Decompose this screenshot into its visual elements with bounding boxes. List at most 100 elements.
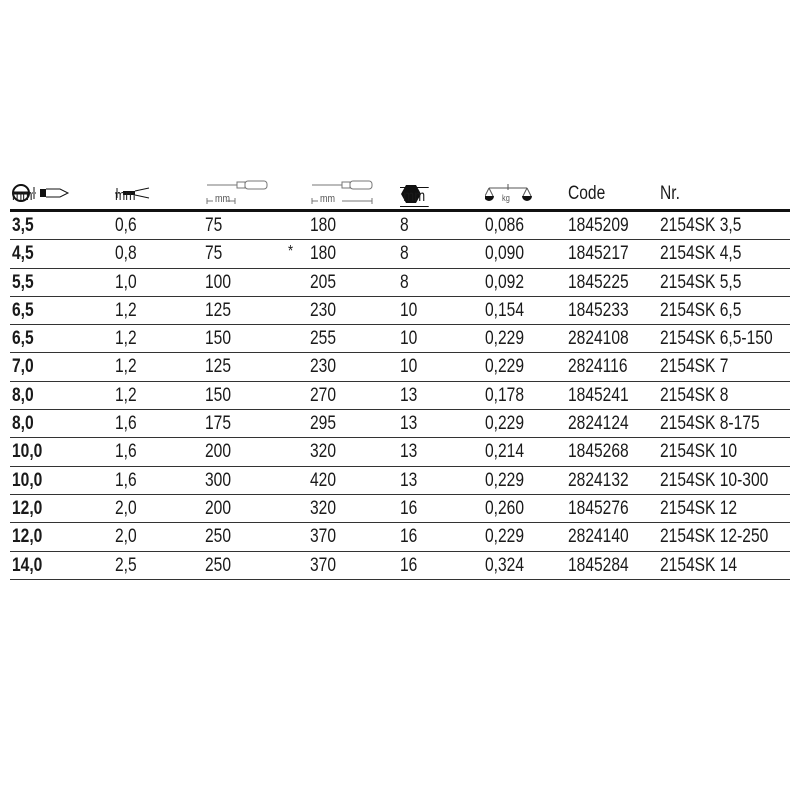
- weight-cell: 0,229: [485, 356, 524, 378]
- total-length-cell: 370: [310, 554, 336, 576]
- blade-length-cell: 100: [205, 271, 231, 293]
- hex-size-cell: 16: [400, 497, 418, 519]
- table-row: 14,0 2,5 250 370 16 0,324 1845284 2154SK 14: [10, 552, 790, 580]
- hex-size-cell: 8: [400, 243, 409, 265]
- tip-thickness-cell: 1,6: [115, 441, 137, 463]
- tip-width-cell: 10,0: [12, 469, 43, 491]
- tip-width-cell: 7,0: [12, 356, 34, 378]
- total-length-cell: 370: [310, 526, 336, 548]
- article-number-cell: 2154SK 12-250: [660, 526, 769, 548]
- blade-length-cell: 150: [205, 384, 231, 406]
- hex-size-cell: 13: [400, 413, 418, 435]
- article-number-cell: 2154SK 14: [660, 554, 738, 576]
- table-row: 12,0 2,0 250 370 16 0,229 2824140 2154SK 12-250: [10, 523, 790, 552]
- tip-thickness-cell: 0,6: [115, 215, 137, 236]
- hex-size-cell: 10: [400, 328, 418, 350]
- total-length-icon: [311, 180, 373, 204]
- hex-size-cell: 16: [400, 526, 418, 548]
- weight-cell: 0,092: [485, 271, 524, 293]
- tip-thickness-cell: 1,2: [115, 384, 137, 406]
- table-row: 6,5 1,2 150 255 10 0,229 2824108 2154SK 6,5-150: [10, 325, 790, 354]
- table-row: 4,5 0,8 75 * 180 8 0,090 1845217 2154SK 4,5: [10, 240, 790, 269]
- hex-size-cell: 8: [400, 271, 409, 293]
- table-row: 7,0 1,2 125 230 10 0,229 2824116 2154SK 7: [10, 353, 790, 382]
- weight-cell: 0,324: [485, 554, 524, 576]
- tip-thickness-cell: 2,0: [115, 526, 137, 548]
- unit-label: mm: [115, 187, 136, 204]
- hex-size-cell: 10: [400, 299, 418, 321]
- weight-cell: 0,229: [485, 328, 524, 350]
- tip-width-cell: 10,0: [12, 441, 43, 463]
- hex-size-cell: 13: [400, 441, 418, 463]
- tip-width-cell: 12,0: [12, 526, 43, 548]
- tip-width-cell: 5,5: [12, 271, 34, 293]
- total-length-header: mm: [310, 180, 375, 214]
- tip-thickness-cell: 1,2: [115, 299, 137, 321]
- unit-label: mm: [12, 187, 33, 204]
- hex-size-cell: 8: [400, 215, 409, 236]
- article-number-cell: 2154SK 10: [660, 441, 738, 463]
- footnote-mark-cell: *: [288, 243, 294, 261]
- tip-width-cell: 3,5: [12, 215, 34, 236]
- total-length-cell: 420: [310, 469, 336, 491]
- weight-cell: 0,260: [485, 497, 524, 519]
- table-row: 3,5 0,6 75 180 8 0,086 1845209 2154SK 3,5: [10, 212, 790, 241]
- nr-header: Nr.: [660, 183, 680, 204]
- tip-thickness-icon: [115, 187, 150, 199]
- hex-size-cell: 10: [400, 356, 418, 378]
- product-table: mm mm mm mm mm kg Code Nr. 3,5 0,6 75 180 8 0…: [10, 180, 790, 580]
- code-cell: 2824124: [568, 413, 629, 435]
- code-cell: 1845233: [568, 299, 629, 321]
- article-number-cell: 2154SK 6,5-150: [660, 328, 773, 350]
- blade-length-cell: 200: [205, 497, 231, 519]
- blade-length-cell: 125: [205, 299, 231, 321]
- blade-length-cell: 75: [205, 243, 223, 265]
- code-cell: 2824132: [568, 469, 629, 491]
- total-length-cell: 230: [310, 299, 336, 321]
- tip-thickness-cell: 1,2: [115, 356, 137, 378]
- unit-label: mm: [320, 193, 336, 205]
- total-length-cell: 205: [310, 271, 336, 293]
- table-row: 5,5 1,0 100 205 8 0,092 1845225 2154SK 5,5: [10, 269, 790, 297]
- blade-length-cell: 250: [205, 526, 231, 548]
- code-cell: 1845268: [568, 441, 629, 463]
- slotted-tip-width-header: mm: [12, 184, 72, 204]
- blade-length-header: mm: [205, 180, 270, 214]
- scale-weight-icon: [484, 184, 532, 201]
- article-number-cell: 2154SK 12: [660, 497, 738, 519]
- table-header: mm mm mm mm mm kg Code Nr.: [10, 180, 790, 212]
- total-length-cell: 295: [310, 413, 336, 435]
- tip-width-cell: 8,0: [12, 384, 34, 406]
- hex-icon: [401, 185, 421, 203]
- table-row: 10,0 1,6 300 420 13 0,229 2824132 2154SK 10-300: [10, 467, 790, 495]
- tip-width-cell: 4,5: [12, 243, 34, 265]
- weight-cell: 0,214: [485, 441, 524, 463]
- weight-cell: 0,154: [485, 299, 524, 321]
- weight-cell: 0,090: [485, 243, 524, 265]
- unit-label: kg: [502, 193, 510, 203]
- tip-width-icon: [32, 187, 70, 199]
- weight-cell: 0,178: [485, 384, 524, 406]
- article-number-cell: 2154SK 7: [660, 356, 729, 378]
- total-length-cell: 320: [310, 441, 336, 463]
- blade-length-cell: 300: [205, 469, 231, 491]
- code-cell: 2824108: [568, 328, 629, 350]
- weight-cell: 0,086: [485, 215, 524, 236]
- blade-length-cell: 175: [205, 413, 231, 435]
- total-length-cell: 320: [310, 497, 336, 519]
- total-length-cell: 230: [310, 356, 336, 378]
- blade-length-cell: 75: [205, 215, 223, 236]
- tip-thickness-cell: 2,5: [115, 554, 137, 576]
- tip-thickness-cell: 0,8: [115, 243, 137, 265]
- article-number-cell: 2154SK 6,5: [660, 299, 742, 321]
- tip-thickness-cell: 1,6: [115, 469, 137, 491]
- blade-length-cell: 150: [205, 328, 231, 350]
- hex-size-cell: 13: [400, 384, 418, 406]
- blade-length-cell: 200: [205, 441, 231, 463]
- article-number-cell: 2154SK 3,5: [660, 215, 742, 236]
- hex-size-cell: 16: [400, 554, 418, 576]
- code-cell: 1845225: [568, 271, 629, 293]
- code-cell: 1845217: [568, 243, 629, 265]
- tip-thickness-cell: 1,6: [115, 413, 137, 435]
- weight-cell: 0,229: [485, 469, 524, 491]
